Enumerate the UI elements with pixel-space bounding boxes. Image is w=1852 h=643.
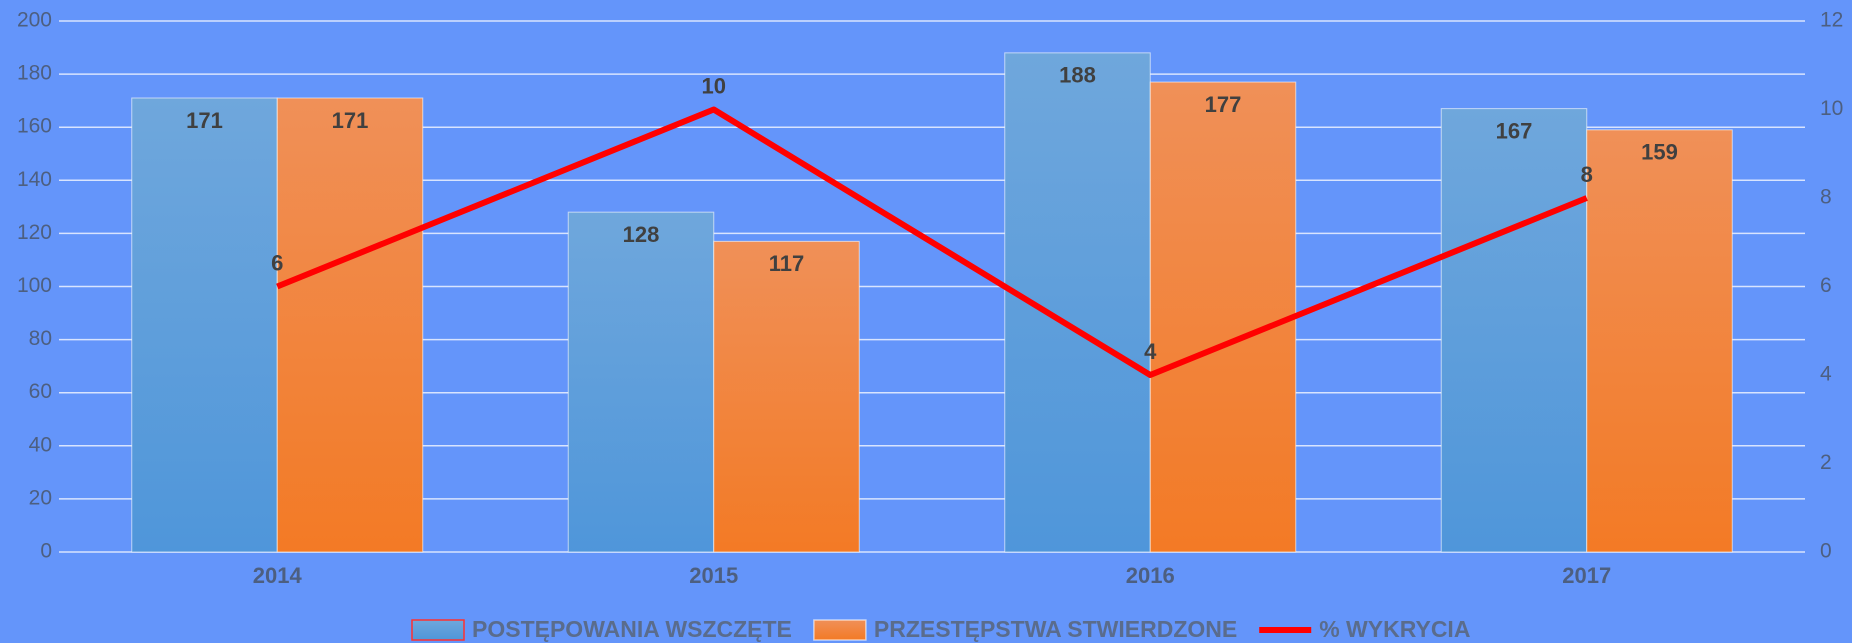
bar — [1586, 129, 1733, 553]
y-tick-label: 160 — [17, 115, 52, 138]
bar — [1440, 108, 1588, 553]
y-tick-label: 60 — [29, 380, 52, 403]
data-label: 128 — [623, 222, 660, 247]
y-tick-label: 180 — [17, 62, 52, 85]
legend-swatch — [411, 619, 465, 641]
y2-tick-label: 12 — [1820, 9, 1843, 32]
data-label: 171 — [332, 108, 369, 133]
y-tick-label: 20 — [29, 486, 52, 509]
legend-swatch — [813, 619, 867, 641]
line-series — [276, 106, 1588, 378]
y-tick-label: 120 — [17, 221, 52, 244]
y2-tick-label: 10 — [1820, 97, 1843, 120]
legend-label: % WYKRYCIA — [1319, 616, 1470, 642]
y2-tick-label: 4 — [1820, 363, 1832, 386]
data-label: 6 — [271, 250, 283, 275]
legend-label: POSTĘPOWANIA WSZCZĘTE — [472, 616, 792, 642]
bar — [276, 97, 424, 553]
x-tick-label: 2016 — [1126, 563, 1175, 588]
bar — [567, 211, 715, 553]
data-label: 167 — [1496, 118, 1533, 143]
y-tick-label: 200 — [17, 9, 52, 32]
legend-label: PRZESTĘPSTWA STWIERDZONE — [874, 616, 1237, 642]
data-label: 159 — [1641, 140, 1678, 165]
y2-tick-label: 8 — [1820, 186, 1832, 209]
x-tick-label: 2014 — [253, 563, 303, 588]
x-tick-label: 2017 — [1562, 563, 1611, 588]
bar — [713, 240, 860, 553]
data-label: 8 — [1581, 162, 1593, 187]
y-tick-label: 80 — [29, 327, 52, 350]
y-tick-label: 140 — [17, 168, 52, 191]
y2-tick-label: 2 — [1820, 451, 1832, 474]
y-tick-label: 40 — [29, 433, 52, 456]
bar — [131, 97, 278, 553]
data-label: 10 — [702, 73, 726, 98]
y2-tick-label: 6 — [1820, 274, 1832, 297]
data-label: 188 — [1059, 63, 1096, 88]
data-label: 171 — [186, 108, 223, 133]
bar — [1149, 81, 1297, 553]
data-label: 117 — [769, 251, 805, 276]
x-tick-label: 2015 — [689, 563, 738, 588]
data-label: 177 — [1205, 92, 1242, 117]
y-tick-label: 0 — [40, 540, 52, 563]
y2-tick-label: 0 — [1820, 540, 1832, 563]
y-tick-label: 100 — [17, 274, 52, 297]
data-label: 4 — [1144, 339, 1157, 364]
